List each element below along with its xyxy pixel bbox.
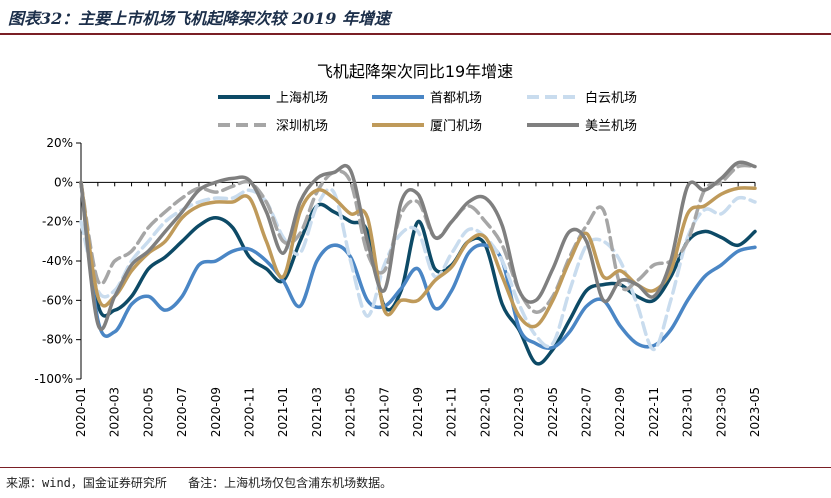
x-tick-label: 2021-07 [377, 387, 391, 437]
legend-label: 首都机场 [430, 91, 482, 106]
x-tick-label: 2020-05 [141, 387, 155, 437]
x-tick-label: 2022-07 [580, 387, 594, 437]
x-tick-label: 2023-03 [714, 387, 728, 437]
legend-label: 上海机场 [276, 91, 328, 106]
series-line [79, 180, 757, 350]
y-tick-label: -80% [42, 333, 73, 347]
x-tick-label: 2021-01 [276, 387, 290, 437]
y-tick-label: -20% [42, 215, 73, 229]
x-tick-label: 2020-01 [74, 387, 88, 437]
legend-label: 美兰机场 [585, 119, 637, 134]
y-tick-label: -60% [42, 293, 73, 307]
footnote: 来源：wind，国金证券研究所 备注：上海机场仅包含浦东机场数据。 [6, 474, 406, 491]
x-tick-label: 2023-05 [748, 387, 762, 437]
x-tick-label: 2022-11 [647, 387, 661, 437]
x-tick-label: 2020-07 [175, 387, 189, 437]
x-tick-label: 2022-09 [613, 387, 627, 437]
source-note: 来源：wind，国金证券研究所 [6, 476, 167, 490]
legend-label: 深圳机场 [276, 119, 328, 134]
chart-title: 飞机起降架次同比19年增速 [317, 62, 513, 81]
y-tick-label: -40% [42, 254, 73, 268]
x-tick-label: 2021-11 [445, 387, 459, 437]
x-tick-label: 2021-09 [411, 387, 425, 437]
top-divider [0, 33, 831, 35]
y-tick-label: -100% [34, 372, 73, 386]
x-tick-label: 2022-01 [478, 387, 492, 437]
remark-note: 备注：上海机场仅包含浦东机场数据。 [188, 476, 393, 490]
y-tick-label: 0% [54, 175, 73, 189]
figure-caption-bar: 图表32：主要上市机场飞机起降架次较 2019 年增速 [0, 0, 831, 34]
x-tick-label: 2022-03 [512, 387, 526, 437]
x-tick-label: 2020-09 [209, 387, 223, 437]
bottom-divider [0, 467, 831, 468]
figure-caption: 图表32：主要上市机场飞机起降架次较 2019 年增速 [8, 9, 390, 28]
series-line [79, 187, 757, 352]
x-tick-label: 2020-03 [108, 387, 122, 437]
y-tick-label: 20% [46, 136, 73, 150]
series-line [79, 163, 757, 314]
x-tick-label: 2020-11 [243, 387, 257, 437]
x-tick-label: 2022-05 [546, 387, 560, 437]
legend-label: 白云机场 [585, 90, 637, 106]
x-tick-label: 2023-01 [681, 387, 695, 437]
x-tick-label: 2021-03 [310, 387, 324, 437]
legend-label: 厦门机场 [430, 119, 482, 134]
series-line [79, 160, 757, 332]
x-tick-label: 2021-05 [344, 387, 358, 437]
